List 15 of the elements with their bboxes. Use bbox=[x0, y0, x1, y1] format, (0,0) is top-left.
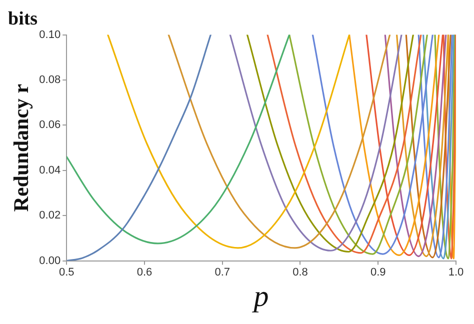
x-tick-label: 1.0 bbox=[448, 266, 464, 278]
x-tick-label: 0.5 bbox=[58, 266, 74, 278]
x-axis-title: p bbox=[252, 280, 269, 313]
x-tick-label: 0.6 bbox=[136, 266, 152, 278]
y-tick-label: 0.10 bbox=[39, 28, 61, 41]
y-axis-title: Redundancy r bbox=[9, 84, 34, 212]
y-tick-label: 0.04 bbox=[39, 164, 61, 176]
y-tick-label: 0.06 bbox=[39, 119, 61, 132]
y-tick-label: 0.00 bbox=[39, 254, 61, 267]
y-tick-label: 0.02 bbox=[39, 210, 61, 222]
x-tick-label: 0.7 bbox=[214, 266, 230, 278]
x-tick-label: 0.9 bbox=[370, 266, 386, 278]
y-tick-label: 0.08 bbox=[39, 74, 61, 86]
chart-title: bits bbox=[8, 8, 38, 30]
x-tick-label: 0.8 bbox=[292, 266, 308, 278]
